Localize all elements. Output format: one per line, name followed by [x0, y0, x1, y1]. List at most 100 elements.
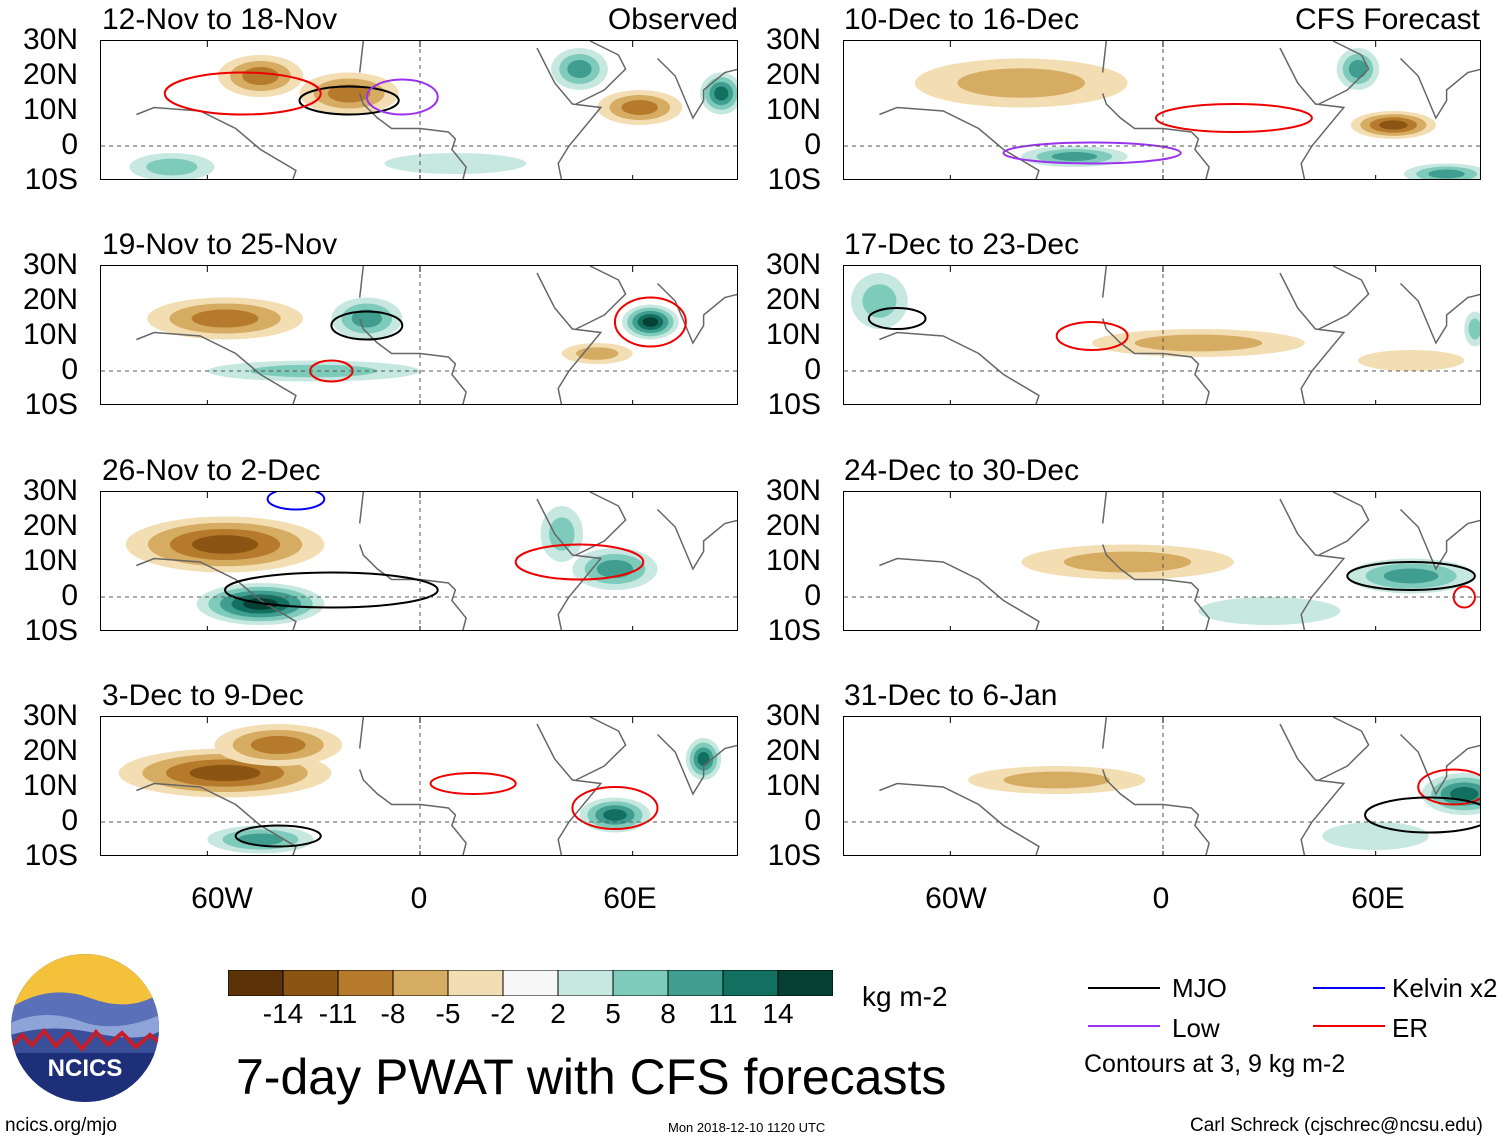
lat-label: 20N [22, 283, 78, 316]
wave-contour [1346, 561, 1476, 591]
lon-label-0-right: 0 [1152, 882, 1170, 915]
anomaly-region [242, 67, 279, 85]
wave-contour [867, 307, 927, 330]
lat-label: 10N [765, 93, 821, 126]
colorbar-label: -2 [490, 998, 516, 1029]
coastline [879, 492, 1480, 630]
wave-contour [514, 543, 645, 581]
colorbar-swatch [557, 969, 614, 997]
lat-label: 10N [765, 769, 821, 802]
lon-label-0-left: 0 [410, 882, 428, 915]
wave-contour [365, 78, 439, 116]
wave-legend: MJO Kelvin x2 Low ER [1088, 975, 1498, 1045]
contour-note: Contours at 3, 9 kg m-2 [1084, 1050, 1346, 1078]
colorbar-label: -14 [262, 998, 304, 1029]
anomaly-region [1051, 152, 1098, 161]
panel-title-8: 31-Dec to 6-Jan [844, 679, 1058, 712]
anomaly-region [384, 153, 527, 174]
anomaly-region [575, 347, 619, 360]
wave-contour [1154, 103, 1313, 133]
lat-label: 10N [765, 544, 821, 577]
map-svg [101, 266, 737, 404]
wave-contour [234, 824, 322, 848]
wave-contour [613, 296, 687, 348]
panel-source-observed: Observed [607, 3, 738, 36]
anomaly-region [1428, 169, 1465, 179]
coastline [136, 266, 737, 404]
lat-label: 10S [767, 388, 821, 421]
units-label: kg m-2 [862, 981, 948, 1012]
lat-label: 0 [61, 804, 78, 837]
colorbar-label: -8 [380, 998, 406, 1029]
coastline [879, 41, 1480, 179]
colorbar-swatch [777, 969, 834, 997]
colorbar-swatches [227, 969, 834, 997]
wave-contour [330, 310, 404, 341]
anomaly-region [237, 833, 284, 846]
footer-url[interactable]: ncics.org/mjo [5, 1115, 117, 1136]
anomaly-region [191, 535, 259, 554]
lat-label: 0 [804, 353, 821, 386]
anomaly-region [1198, 597, 1341, 625]
panel-title-1: 12-Nov to 18-Nov [102, 3, 338, 36]
wave-contour [571, 786, 659, 830]
anomaly-region [1468, 318, 1480, 340]
anomaly-region [1322, 822, 1429, 850]
footer-author: Carl Schreck (cjschrec@ncsu.edu) [1190, 1115, 1483, 1136]
lat-label: 10S [767, 839, 821, 872]
legend-lines [1088, 987, 1385, 1027]
anomaly-region [567, 60, 592, 78]
footer-timestamp: Mon 2018-12-10 1120 UTC [668, 1120, 826, 1135]
anomaly-region [642, 317, 659, 327]
colorbar-label: 11 [708, 998, 738, 1029]
legend-label-low: Low [1172, 1013, 1220, 1043]
colorbar-label: 5 [605, 998, 621, 1029]
lat-label: 10N [22, 544, 78, 577]
wave-contour [429, 772, 517, 795]
map-svg [101, 717, 737, 855]
lat-label: 10N [22, 318, 78, 351]
panel-source-forecast: CFS Forecast [1294, 3, 1480, 36]
colorbar-label: 2 [550, 998, 566, 1029]
map-svg [101, 41, 737, 179]
lat-label: 30N [22, 23, 78, 56]
anomaly-region [549, 517, 575, 551]
map-panel-1 [100, 40, 738, 180]
anomaly-region [1134, 334, 1263, 352]
legend-label-er: ER [1392, 1013, 1429, 1043]
lat-label: 30N [22, 699, 78, 732]
colorbar-swatch [667, 969, 724, 997]
anomaly-region [191, 309, 259, 328]
map-svg [844, 492, 1480, 630]
colorbar-label: 8 [660, 998, 676, 1029]
anomaly-region [146, 158, 198, 176]
lat-label: 10S [767, 163, 821, 196]
lat-label: 10N [765, 318, 821, 351]
ncics-logo: NCICS [10, 953, 160, 1103]
lon-label-60w-right: 60W [925, 882, 987, 915]
colorbar-label: 14 [762, 998, 794, 1029]
logo-text: NCICS [48, 1055, 123, 1082]
anomaly-region [714, 86, 729, 101]
map-svg [844, 41, 1480, 179]
lon-label-60e-left: 60E [603, 882, 657, 915]
lat-label: 10S [24, 163, 78, 196]
coastline [136, 492, 737, 630]
wave-contour [1055, 321, 1129, 351]
map-svg [844, 266, 1480, 404]
wave-contour [1002, 141, 1182, 165]
map-panel-6 [843, 265, 1481, 405]
map-panel-7 [843, 491, 1481, 631]
lon-label-60w-left: 60W [191, 882, 253, 915]
colorbar-swatch [612, 969, 669, 997]
panel-title-6: 17-Dec to 23-Dec [844, 228, 1080, 261]
anomaly-region [1450, 787, 1479, 801]
panel-title-7: 24-Dec to 30-Dec [844, 454, 1080, 487]
lat-label: 30N [765, 474, 821, 507]
panel-title-3: 26-Nov to 2-Dec [102, 454, 321, 487]
lat-label: 30N [22, 474, 78, 507]
wave-contour [163, 71, 322, 116]
anomaly-region [351, 309, 383, 328]
anomaly-region [603, 809, 627, 821]
lat-label: 30N [22, 248, 78, 281]
